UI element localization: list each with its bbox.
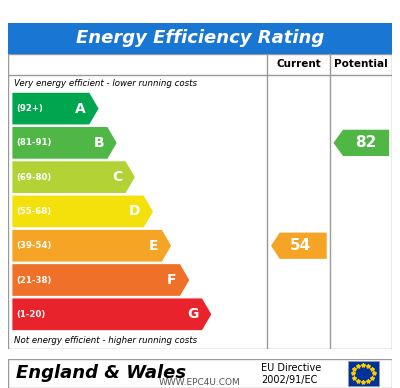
Text: (21-38): (21-38) [17,275,52,284]
Text: Not energy efficient - higher running costs: Not energy efficient - higher running co… [14,336,197,345]
Text: Energy Efficiency Rating: Energy Efficiency Rating [76,29,324,47]
Text: 82: 82 [355,135,377,151]
Text: 54: 54 [290,238,312,253]
Text: C: C [112,170,122,184]
Polygon shape [12,195,154,228]
Polygon shape [334,130,389,156]
Text: B: B [93,136,104,150]
Polygon shape [12,126,117,159]
Text: (55-68): (55-68) [17,207,52,216]
Polygon shape [12,298,212,331]
Bar [8,23,392,54]
Polygon shape [12,263,190,296]
Text: EU Directive: EU Directive [262,363,322,372]
Text: A: A [75,102,86,116]
Text: 2002/91/EC: 2002/91/EC [262,375,318,385]
Text: G: G [187,307,198,321]
Text: (92+): (92+) [17,104,44,113]
Text: (39-54): (39-54) [17,241,52,250]
Text: Current: Current [276,59,321,69]
Text: WWW.EPC4U.COM: WWW.EPC4U.COM [159,378,241,387]
Text: Very energy efficient - lower running costs: Very energy efficient - lower running co… [14,79,197,88]
Text: F: F [167,273,176,287]
Polygon shape [12,229,172,262]
Text: E: E [149,239,158,253]
Text: (81-91): (81-91) [17,139,52,147]
Bar [348,361,378,386]
Text: (69-80): (69-80) [17,173,52,182]
Polygon shape [271,232,327,259]
Text: England & Wales: England & Wales [16,364,186,383]
Text: Potential: Potential [334,59,388,69]
Text: (1-20): (1-20) [17,310,46,319]
Polygon shape [12,92,99,125]
Polygon shape [12,161,136,194]
Text: D: D [129,204,140,218]
